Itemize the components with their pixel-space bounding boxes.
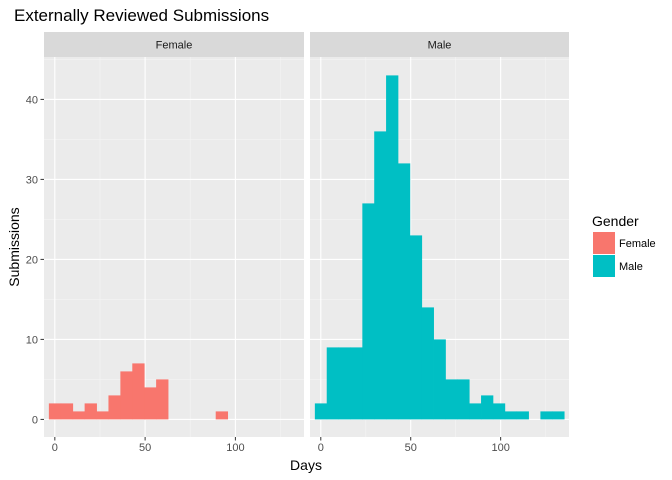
histogram-bar: [362, 203, 375, 420]
histogram-bar: [144, 387, 157, 420]
histogram-bar: [60, 403, 74, 420]
x-tick-label: 100: [491, 442, 509, 454]
gridlines-female: [44, 57, 304, 437]
legend-label-female: Female: [619, 238, 656, 250]
histogram-bar: [433, 339, 446, 420]
x-tick-label: 0: [52, 442, 58, 454]
x-tick-label: 100: [226, 442, 244, 454]
histogram-bar: [72, 411, 86, 420]
histogram-bar: [314, 403, 328, 420]
bars-male: [314, 75, 565, 420]
histogram-bar: [215, 411, 229, 420]
histogram-bar: [445, 379, 458, 420]
x-tick-label: 50: [405, 442, 417, 454]
strip-label-female: Female: [156, 40, 193, 52]
histogram-bar: [84, 403, 97, 420]
legend-swatch-female: [593, 232, 615, 254]
histogram-bar: [409, 235, 423, 420]
legend-label-male: Male: [619, 261, 643, 273]
legend-swatch-male: [593, 255, 615, 277]
histogram-bar: [326, 347, 339, 420]
histogram-bar: [120, 371, 133, 420]
y-tick-label: 30: [26, 174, 38, 186]
histogram-bar: [552, 411, 565, 420]
histogram-bar: [48, 403, 62, 420]
histogram-bar: [540, 411, 553, 420]
histogram-bar: [96, 411, 109, 420]
histogram-bar: [156, 379, 169, 420]
histogram-bar: [457, 379, 470, 420]
histogram-bar: [108, 395, 121, 420]
histogram-bar: [492, 403, 506, 420]
facet-panel-male: Male: [310, 32, 569, 437]
y-axis-title: Submissions: [6, 207, 22, 286]
y-tick-label: 10: [26, 334, 38, 346]
histogram-bar: [338, 347, 351, 420]
facet-panel-female: Female: [44, 32, 304, 437]
panel-background-female: [44, 57, 304, 437]
chart-title: Externally Reviewed Submissions: [14, 6, 269, 25]
x-tick-label: 50: [139, 442, 151, 454]
histogram-bar: [516, 411, 529, 420]
histogram-bar: [469, 403, 482, 420]
y-axis: 0 10 20 30 40: [26, 94, 44, 426]
histogram-bar: [421, 307, 434, 420]
x-tick-label: 0: [318, 442, 324, 454]
histogram-bar: [481, 395, 494, 420]
x-axis: 0 50 100 0 50 100: [52, 437, 510, 454]
x-axis-title: Days: [290, 457, 322, 473]
strip-background-female: [44, 32, 304, 57]
histogram-bar: [374, 131, 387, 420]
histogram-bar: [386, 75, 399, 420]
legend-items: Female Male: [593, 232, 656, 277]
strip-label-male: Male: [428, 40, 452, 52]
histogram-bar: [350, 347, 363, 420]
legend-title: Gender: [592, 213, 639, 229]
strip-background-male: [310, 32, 569, 57]
y-tick-label: 0: [32, 414, 38, 426]
y-tick-label: 40: [26, 94, 38, 106]
histogram-bar: [504, 411, 518, 420]
legend: Gender Female Male: [592, 213, 656, 277]
y-tick-label: 20: [26, 254, 38, 266]
histogram-bar: [132, 363, 145, 420]
bars-female: [48, 363, 229, 420]
histogram-bar: [397, 163, 411, 420]
